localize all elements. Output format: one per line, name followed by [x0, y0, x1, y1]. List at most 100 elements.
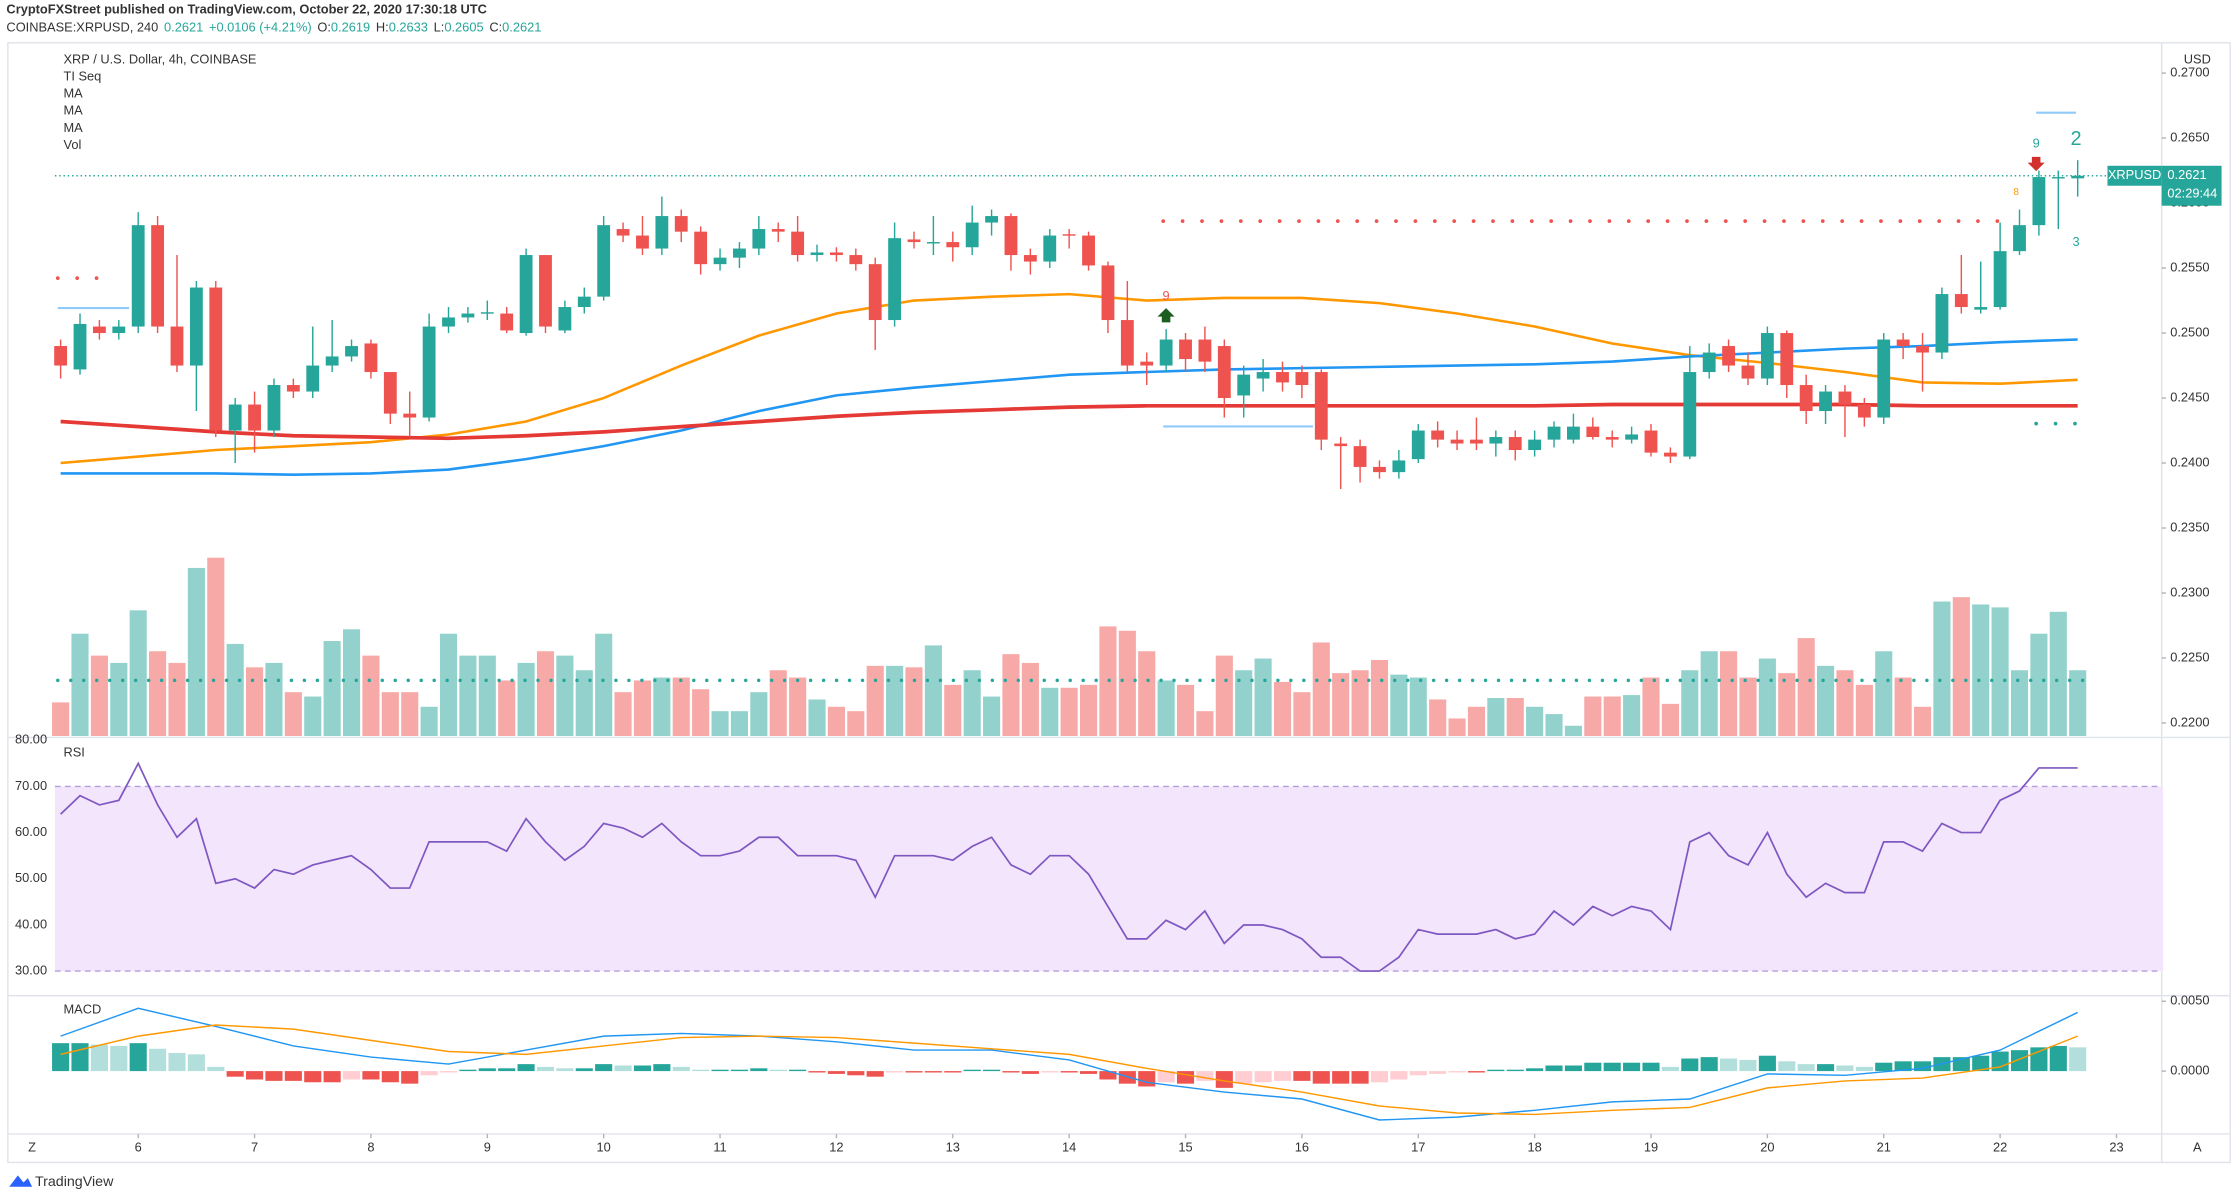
volume-bar [323, 641, 341, 737]
td-support-dot [2053, 421, 2058, 426]
volume-ma-dot [640, 678, 644, 683]
candle-body [1586, 426, 1600, 438]
control-button[interactable]: A [2193, 1140, 2202, 1155]
volume-ma-dot [1847, 678, 1851, 683]
volume-bar [886, 665, 904, 737]
macd-histogram-bar [1079, 1071, 1098, 1074]
x-tick-label: 15 [1178, 1140, 1192, 1155]
volume-bar [187, 567, 205, 737]
candle-body [655, 216, 669, 249]
candle-body [403, 413, 417, 418]
volume-bar [1972, 604, 1990, 737]
macd-histogram-bar [52, 1043, 70, 1072]
volume-bar [653, 677, 671, 737]
y-tick-label: 0.2500 [2170, 324, 2209, 339]
candle-body [1857, 404, 1871, 418]
volume-ma-dot [666, 678, 670, 683]
macd-histogram-bar [1370, 1071, 1389, 1083]
volume-bar [168, 662, 186, 737]
volume-bar [983, 696, 1001, 737]
volume-ma-dot [56, 678, 60, 683]
volume-bar [1661, 703, 1679, 737]
volume-ma-dot [2016, 678, 2020, 683]
volume-ma-dot [1951, 678, 1955, 683]
candle-body [1954, 294, 1968, 308]
volume-bar [1797, 638, 1815, 737]
volume-ma-dot [1548, 678, 1553, 683]
td-resistance-dot [1956, 219, 1961, 223]
volume-ma-dot [95, 678, 99, 683]
rsi-band [54, 786, 2164, 972]
td-resistance-dot [1432, 219, 1437, 223]
candle-body [151, 225, 165, 327]
candle-body [1353, 446, 1367, 467]
x-tick-label: 11 [713, 1140, 726, 1155]
td-resistance-dot [1588, 219, 1592, 223]
ohlc-key: O: [317, 20, 331, 35]
volume-ma-dot [1938, 678, 1942, 683]
volume-bar [246, 667, 264, 737]
control-button[interactable]: Z [28, 1140, 36, 1155]
macd-histogram-bar [246, 1071, 264, 1080]
td-resistance-dot [1762, 219, 1767, 223]
volume-bar [1196, 711, 1214, 737]
td-resistance-dot [1704, 219, 1709, 223]
volume-bar [1041, 687, 1059, 737]
volume-ma-dot [2042, 678, 2046, 683]
td-resistance-dot [1840, 219, 1845, 223]
volume-bar [1215, 655, 1233, 737]
td-resistance-dot [1879, 219, 1883, 223]
macd-histogram-bar [1273, 1071, 1292, 1081]
macd-histogram-bar [1506, 1069, 1524, 1072]
candle-body [1702, 352, 1716, 373]
macd-histogram-bar [2049, 1045, 2067, 1072]
candle-body [1295, 372, 1309, 386]
candle-body [1547, 426, 1561, 440]
volume-bar [381, 692, 399, 737]
macd-histogram-bar [420, 1071, 438, 1076]
volume-ma-dot [1704, 678, 1708, 683]
candle-body [1877, 339, 1891, 418]
volume-ma-dot [1925, 678, 1929, 683]
volume-bar [265, 662, 283, 737]
volume-ma-dot [471, 678, 475, 683]
candle-body [1644, 430, 1658, 453]
volume-bar [1894, 677, 1912, 737]
volume-bar [284, 692, 302, 737]
td-resistance-dot [1665, 219, 1670, 223]
macd-histogram-bar [944, 1071, 962, 1073]
candle-body [1082, 235, 1095, 266]
candle-body [306, 365, 320, 392]
candle-body [1450, 439, 1464, 444]
volume-ma-dot [731, 678, 735, 683]
volume-ma-dot [380, 678, 384, 683]
volume-bar [1836, 670, 1854, 737]
ohlc-key: L: [434, 20, 445, 35]
volume-ma-dot [1224, 678, 1228, 683]
macd-histogram-bar [401, 1071, 419, 1084]
rsi-tick-label: 60.00 [15, 824, 47, 839]
volume-bar [420, 706, 438, 737]
candle-body [1373, 466, 1386, 473]
macd-histogram-bar [1526, 1068, 1544, 1072]
candle-body [442, 317, 455, 327]
moving-average [60, 402, 2078, 441]
candle-body [345, 346, 358, 357]
volume-ma-dot [198, 678, 203, 683]
macd-histogram-bar [750, 1068, 768, 1072]
volume-ma-dot [1367, 678, 1371, 683]
td-resistance-dot [1685, 219, 1689, 223]
td-count: 9 [1162, 288, 1169, 303]
volume-ma-dot [1211, 678, 1215, 683]
candle-body [616, 229, 630, 236]
macd-histogram-bar [1448, 1071, 1466, 1073]
volume-ma-dot [1756, 678, 1760, 683]
moving-average [60, 338, 2078, 476]
volume-bar [517, 662, 535, 737]
candle-body [2013, 225, 2026, 252]
candle-body [1120, 320, 1134, 366]
x-tick-label: 13 [946, 1140, 960, 1155]
macd-histogram-bar [633, 1065, 652, 1072]
x-tick-label: 14 [1062, 1140, 1076, 1155]
volume-ma-dot [172, 678, 177, 683]
